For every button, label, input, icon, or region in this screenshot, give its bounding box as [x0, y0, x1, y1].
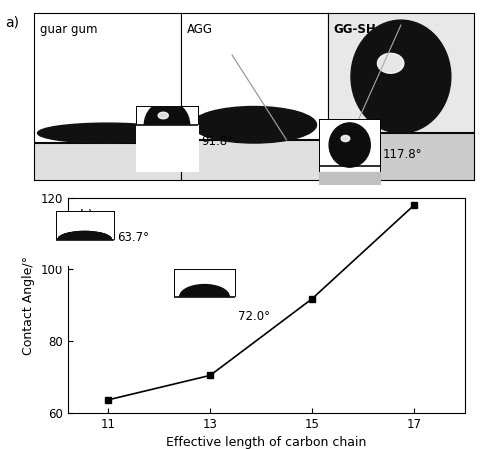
Y-axis label: Contact Angle/°: Contact Angle/° — [22, 256, 35, 355]
Text: a): a) — [5, 16, 19, 30]
Text: 117.8°: 117.8° — [383, 149, 423, 161]
Ellipse shape — [378, 53, 404, 73]
Text: 91.8°: 91.8° — [201, 135, 233, 148]
Circle shape — [351, 20, 451, 133]
X-axis label: Effective length of carbon chain: Effective length of carbon chain — [166, 436, 366, 449]
Ellipse shape — [158, 112, 168, 119]
Circle shape — [329, 123, 370, 167]
Ellipse shape — [38, 123, 177, 143]
Ellipse shape — [180, 285, 229, 309]
Ellipse shape — [58, 232, 111, 248]
Ellipse shape — [341, 136, 350, 141]
Bar — [56, 240, 114, 265]
Ellipse shape — [58, 232, 111, 248]
Text: 63.7°: 63.7° — [117, 232, 149, 244]
Text: b): b) — [80, 208, 94, 222]
Text: AGG: AGG — [186, 23, 212, 36]
Ellipse shape — [192, 106, 317, 143]
Text: 72.0°: 72.0° — [238, 310, 270, 323]
Text: guar gum: guar gum — [40, 23, 97, 36]
Text: GG-SH: GG-SH — [333, 23, 376, 36]
Ellipse shape — [58, 232, 111, 248]
Circle shape — [144, 101, 190, 148]
